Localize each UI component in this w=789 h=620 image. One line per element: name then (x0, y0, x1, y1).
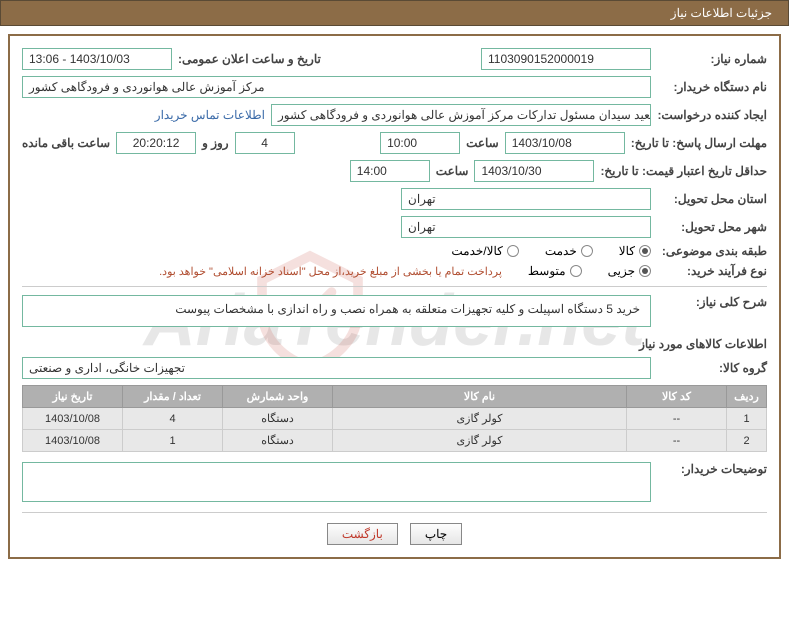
time-label-2: ساعت (436, 164, 469, 178)
deadline-label: مهلت ارسال پاسخ: تا تاریخ: (631, 136, 767, 150)
classification-label: طبقه بندی موضوعی: (657, 244, 767, 258)
org-label: نام دستگاه خریدار: (657, 80, 767, 94)
radio-medium-icon (570, 265, 582, 277)
radio-goods-label: کالا (619, 244, 635, 258)
cell-unit: دستگاه (223, 408, 333, 430)
deadline-time-field: 10:00 (380, 132, 460, 154)
remaining-days-field: 4 (235, 132, 295, 154)
radio-partial-label: جزیی (608, 264, 635, 278)
cell-code: -- (627, 430, 727, 452)
goods-section-title: اطلاعات کالاهای مورد نیاز (22, 337, 767, 351)
goods-table: ردیف کد کالا نام کالا واحد شمارش تعداد /… (22, 385, 767, 452)
print-button[interactable]: چاپ (410, 523, 462, 545)
radio-service[interactable]: خدمت (545, 244, 593, 258)
deadline-date-field: 1403/10/08 (505, 132, 625, 154)
remaining-label: ساعت باقی مانده (22, 136, 110, 150)
validity-time-field: 14:00 (350, 160, 430, 182)
radio-service-label: خدمت (545, 244, 577, 258)
summary-label: شرح کلی نیاز: (657, 295, 767, 309)
requester-label: ایجاد کننده درخواست: (657, 108, 767, 122)
cell-name: کولر گازی (333, 408, 627, 430)
radio-goods-icon (639, 245, 651, 257)
purchase-note: پرداخت تمام یا بخشی از مبلغ خرید،از محل … (159, 265, 502, 278)
header-title: جزئیات اطلاعات نیاز (671, 6, 772, 20)
province-field: تهران (401, 188, 651, 210)
cell-date: 1403/10/08 (23, 408, 123, 430)
th-qty: تعداد / مقدار (123, 386, 223, 408)
days-label: روز و (202, 136, 229, 150)
request-number-field: 1103090152000019 (481, 48, 651, 70)
radio-medium[interactable]: متوسط (528, 264, 582, 278)
purchase-type-label: نوع فرآیند خرید: (657, 264, 767, 278)
goods-group-field: تجهیزات خانگی، اداری و صنعتی (22, 357, 651, 379)
public-announce-label: تاریخ و ساعت اعلان عمومی: (178, 52, 321, 66)
th-row: ردیف (727, 386, 767, 408)
radio-partial-icon (639, 265, 651, 277)
validity-date-field: 1403/10/30 (474, 160, 594, 182)
radio-goods-service-label: کالا/خدمت (451, 244, 502, 258)
contact-link[interactable]: اطلاعات تماس خریدار (155, 108, 265, 122)
radio-goods[interactable]: کالا (619, 244, 651, 258)
city-field: تهران (401, 216, 651, 238)
notes-field (22, 462, 651, 502)
table-row: 2 -- کولر گازی دستگاه 1 1403/10/08 (23, 430, 767, 452)
cell-unit: دستگاه (223, 430, 333, 452)
radio-partial[interactable]: جزیی (608, 264, 651, 278)
main-panel: شماره نیاز: 1103090152000019 تاریخ و ساع… (8, 34, 781, 559)
cell-code: -- (627, 408, 727, 430)
cell-qty: 1 (123, 430, 223, 452)
cell-date: 1403/10/08 (23, 430, 123, 452)
org-field: مرکز آموزش عالی هوانوردی و فرودگاهی کشور (22, 76, 651, 98)
city-label: شهر محل تحویل: (657, 220, 767, 234)
radio-service-icon (581, 245, 593, 257)
cell-idx: 2 (727, 430, 767, 452)
radio-goods-service-icon (507, 245, 519, 257)
th-unit: واحد شمارش (223, 386, 333, 408)
cell-idx: 1 (727, 408, 767, 430)
province-label: استان محل تحویل: (657, 192, 767, 206)
th-date: تاریخ نیاز (23, 386, 123, 408)
goods-group-label: گروه کالا: (657, 361, 767, 375)
requester-field: سیدسعید سیدان مسئول تدارکات مرکز آموزش ع… (271, 104, 651, 126)
th-name: نام کالا (333, 386, 627, 408)
public-announce-field: 1403/10/03 - 13:06 (22, 48, 172, 70)
notes-label: توضیحات خریدار: (657, 462, 767, 476)
back-button[interactable]: بازگشت (327, 523, 398, 545)
cell-qty: 4 (123, 408, 223, 430)
radio-medium-label: متوسط (528, 264, 566, 278)
th-code: کد کالا (627, 386, 727, 408)
summary-field: خرید 5 دستگاه اسپیلت و کلیه تجهیزات متعل… (22, 295, 651, 327)
time-label-1: ساعت (466, 136, 499, 150)
validity-label: حداقل تاریخ اعتبار قیمت: تا تاریخ: (600, 164, 767, 178)
radio-goods-service[interactable]: کالا/خدمت (451, 244, 518, 258)
header-bar: جزئیات اطلاعات نیاز (0, 0, 789, 26)
cell-name: کولر گازی (333, 430, 627, 452)
remaining-time-field: 20:20:12 (116, 132, 196, 154)
request-number-label: شماره نیاز: (657, 52, 767, 66)
table-row: 1 -- کولر گازی دستگاه 4 1403/10/08 (23, 408, 767, 430)
